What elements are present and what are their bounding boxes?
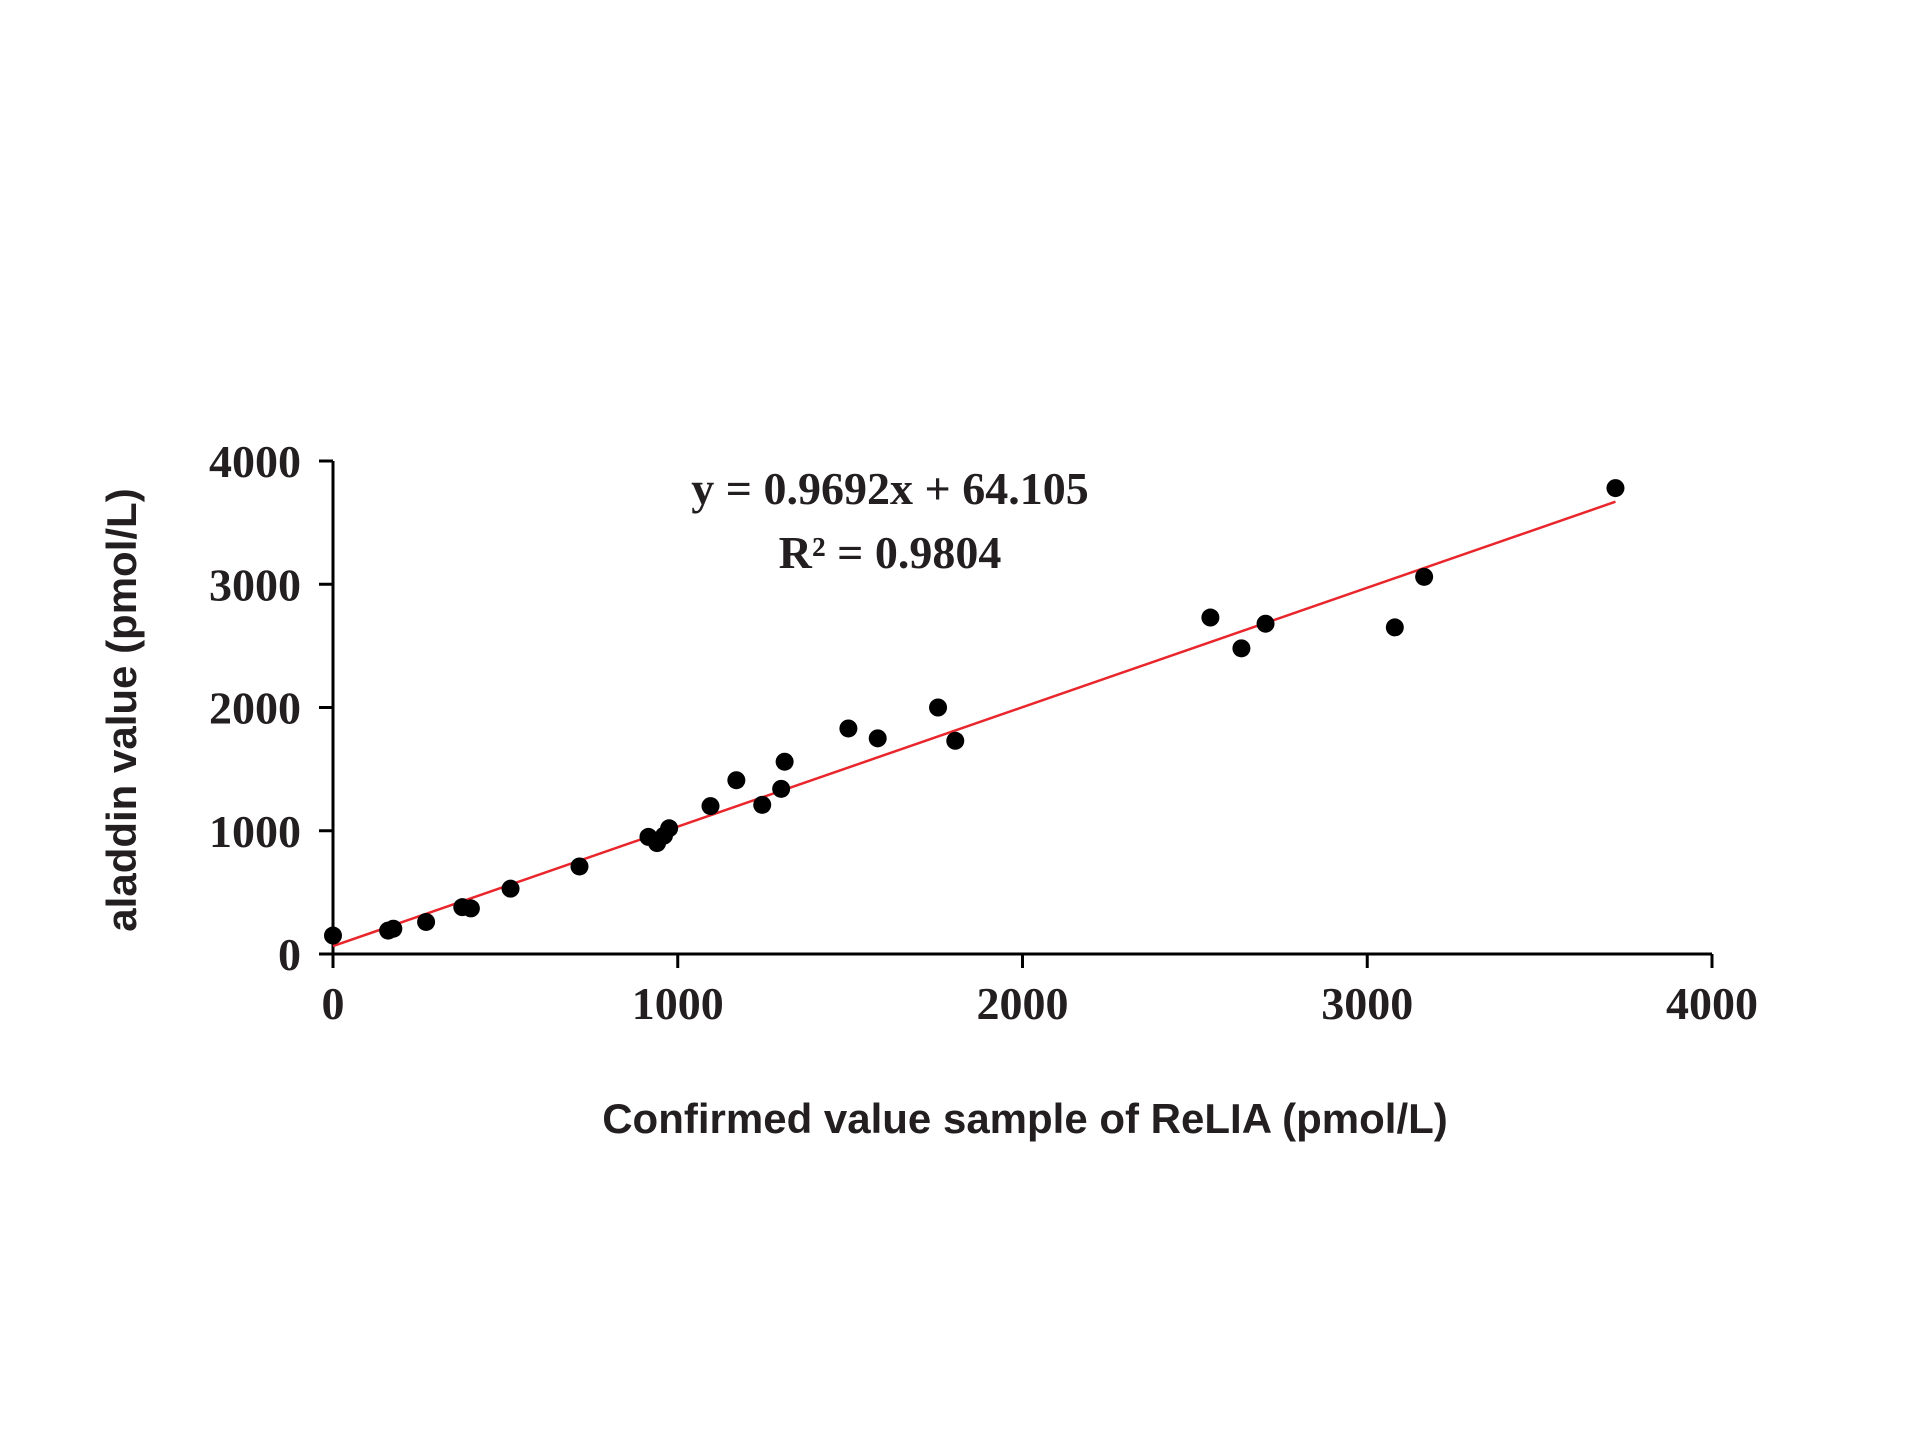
y-ticks: 0 1000 2000 3000 4000	[209, 436, 333, 980]
data-point	[839, 719, 858, 738]
data-point	[772, 779, 791, 798]
y-tick-label: 4000	[209, 436, 301, 487]
x-axis-title: Confirmed value sample of ReLIA (pmol/L)	[602, 1095, 1448, 1142]
data-point	[775, 752, 794, 771]
x-tick-label: 4000	[1666, 978, 1758, 1029]
data-point	[1201, 608, 1220, 627]
x-ticks: 0 1000 2000 3000 4000	[322, 954, 1758, 1029]
data-point	[1415, 567, 1434, 586]
data-point	[660, 819, 679, 838]
x-tick-label: 1000	[632, 978, 724, 1029]
x-tick-label: 0	[322, 978, 345, 1029]
data-point	[1606, 479, 1625, 498]
y-tick-label: 2000	[209, 683, 301, 734]
data-point	[1385, 618, 1404, 637]
data-point	[727, 771, 746, 790]
x-tick-label: 3000	[1321, 978, 1413, 1029]
data-points	[324, 479, 1625, 945]
trendline	[332, 500, 1616, 948]
data-point	[1232, 639, 1251, 658]
y-tick-label: 0	[278, 929, 301, 980]
data-point	[570, 857, 589, 876]
x-tick-label: 2000	[977, 978, 1069, 1029]
data-point	[384, 919, 403, 938]
regression-equation: y = 0.9692x + 64.105	[691, 463, 1088, 514]
y-tick-label: 3000	[209, 559, 301, 610]
y-tick-label: 1000	[209, 806, 301, 857]
r-squared-label: R² = 0.9804	[779, 527, 1002, 578]
data-point	[461, 899, 480, 918]
data-point	[417, 912, 436, 931]
data-point	[946, 731, 965, 750]
axes: 0 1000 2000 3000 4000 0 1000 2000 3000 4000	[209, 436, 1758, 1029]
data-point	[868, 729, 887, 748]
data-point	[1256, 614, 1275, 633]
data-point	[929, 698, 948, 717]
y-axis-title: aladdin value (pmol/L)	[98, 488, 145, 931]
data-point	[324, 926, 342, 945]
data-point	[701, 797, 720, 816]
data-point	[753, 795, 772, 814]
data-point	[501, 879, 520, 898]
